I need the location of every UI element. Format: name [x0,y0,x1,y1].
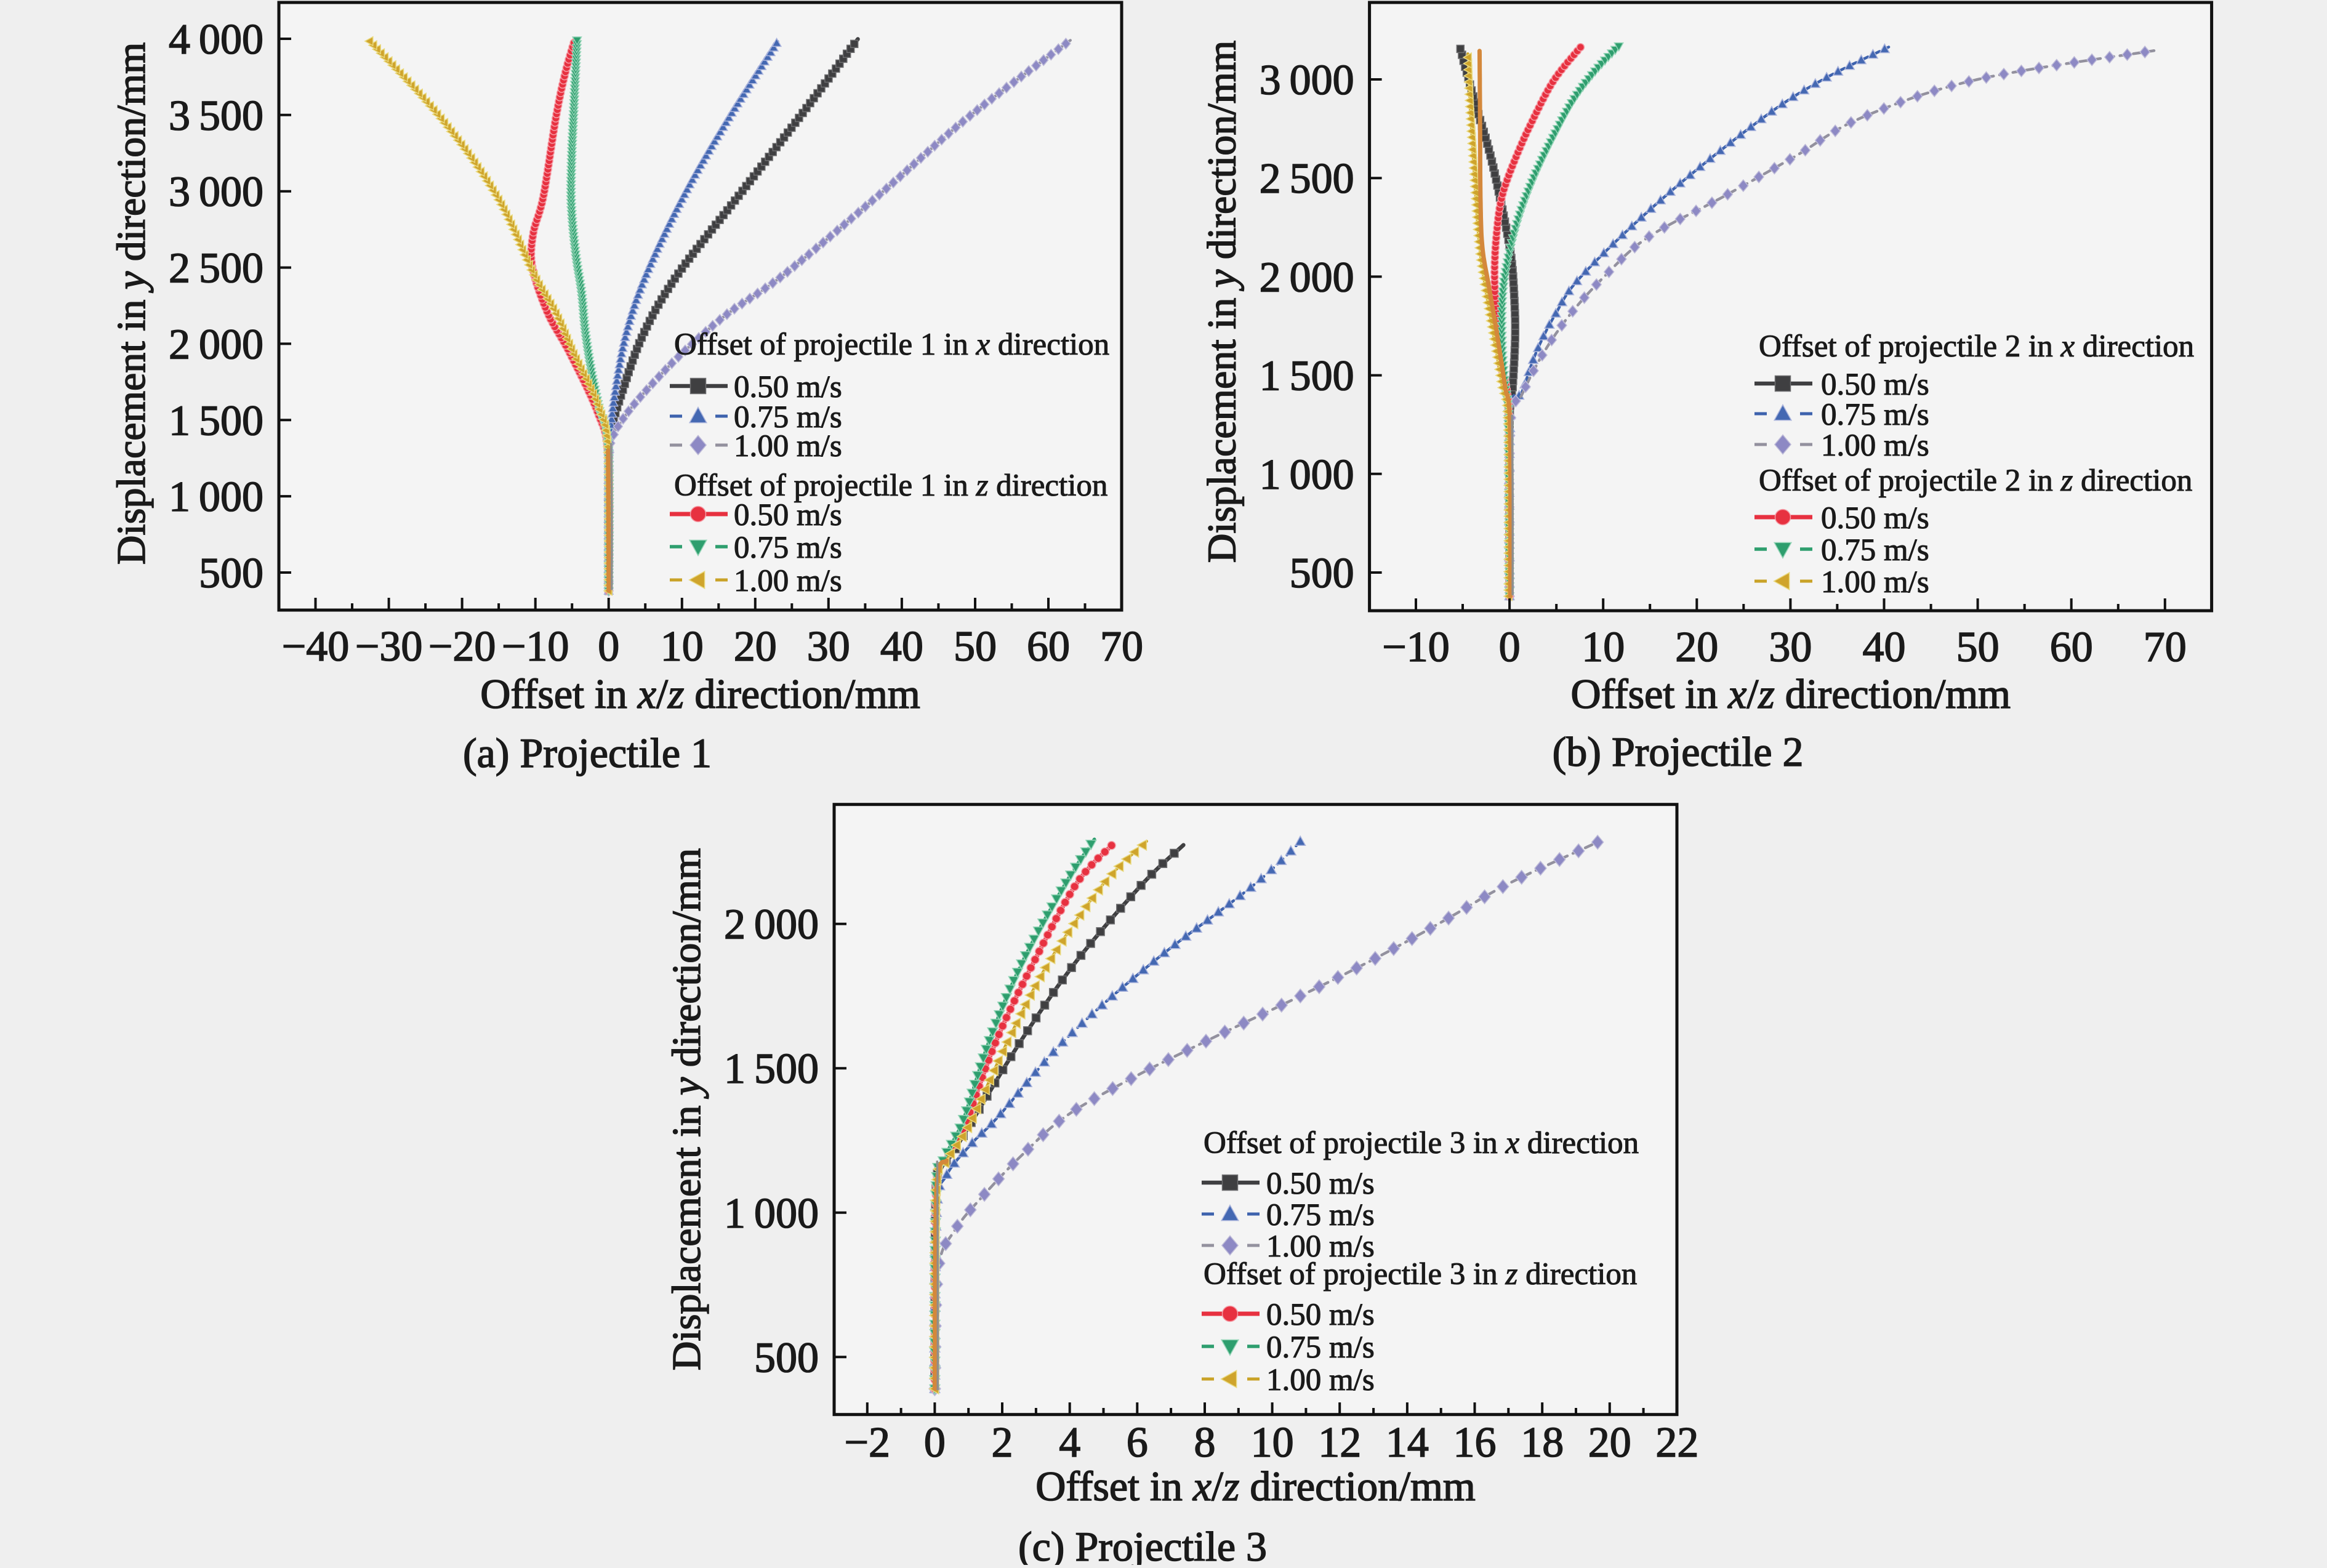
svg-text:2: 2 [992,1419,1013,1466]
svg-text:2 000: 2 000 [169,321,263,368]
svg-text:Offset of projectile 1 in x di: Offset of projectile 1 in x direction [674,328,1109,362]
svg-text:3 000: 3 000 [1260,57,1354,104]
svg-text:1 500: 1 500 [169,397,263,444]
svg-text:−40: −40 [282,623,349,670]
svg-text:1.00 m/s: 1.00 m/s [1821,428,1929,463]
svg-text:Offset of projectile 2 in x di: Offset of projectile 2 in x direction [1759,329,2194,364]
svg-text:30: 30 [807,623,850,670]
svg-text:70: 70 [1100,623,1143,670]
svg-text:0.75 m/s: 0.75 m/s [1266,1198,1375,1232]
svg-text:1 000: 1 000 [1260,451,1354,499]
svg-text:12: 12 [1318,1419,1361,1466]
svg-text:−2: −2 [845,1419,890,1466]
svg-text:0.75 m/s: 0.75 m/s [1821,398,1929,432]
svg-text:0.50 m/s: 0.50 m/s [734,498,842,533]
svg-text:8: 8 [1194,1419,1216,1466]
svg-text:−10: −10 [1382,624,1449,671]
svg-text:0: 0 [924,1419,946,1466]
svg-text:60: 60 [1027,623,1070,670]
svg-text:14: 14 [1386,1419,1429,1466]
svg-text:18: 18 [1521,1419,1564,1466]
svg-text:Offset of projectile 2 in z di: Offset of projectile 2 in z direction [1759,464,2192,498]
svg-text:500: 500 [754,1334,819,1381]
svg-text:1.00 m/s: 1.00 m/s [1821,565,1929,600]
svg-text:−20: −20 [428,623,496,670]
svg-text:1 500: 1 500 [1260,353,1354,400]
svg-text:20: 20 [1588,1419,1631,1466]
svg-text:20: 20 [734,623,777,670]
svg-text:0.50 m/s: 0.50 m/s [1821,501,1929,536]
svg-text:30: 30 [1769,624,1812,671]
svg-text:0.75 m/s: 0.75 m/s [734,400,842,435]
svg-text:3 000: 3 000 [169,169,263,216]
svg-text:Offset in x/z direction/mm: Offset in x/z direction/mm [480,670,920,717]
svg-text:2 000: 2 000 [724,901,819,949]
svg-text:4 000: 4 000 [169,16,263,63]
svg-text:16: 16 [1453,1419,1497,1466]
svg-text:22: 22 [1655,1419,1698,1466]
svg-text:−30: −30 [355,623,422,670]
svg-text:Offset of projectile 3 in z di: Offset of projectile 3 in z direction [1204,1257,1637,1292]
svg-text:Displacement in y direction/mm: Displacement in y direction/mm [1200,41,1245,563]
svg-text:20: 20 [1675,624,1718,671]
svg-text:0.50 m/s: 0.50 m/s [734,370,842,404]
svg-text:Displacement in y direction/mm: Displacement in y direction/mm [664,848,709,1371]
svg-text:−10: −10 [502,623,569,670]
svg-text:1 000: 1 000 [169,473,263,521]
svg-text:2 500: 2 500 [1260,155,1354,203]
svg-text:60: 60 [2050,624,2093,671]
svg-text:500: 500 [1290,550,1354,597]
svg-text:0.50 m/s: 0.50 m/s [1821,368,1929,402]
svg-text:Offset of projectile 3 in x di: Offset of projectile 3 in x direction [1204,1126,1639,1160]
svg-text:0.75 m/s: 0.75 m/s [734,531,842,565]
svg-text:0.50 m/s: 0.50 m/s [1266,1298,1375,1332]
svg-text:70: 70 [2144,624,2187,671]
svg-text:0.50 m/s: 0.50 m/s [1266,1167,1375,1201]
svg-text:2 500: 2 500 [169,245,263,292]
svg-text:(c) Projectile 3: (c) Projectile 3 [1018,1523,1267,1565]
svg-text:1.00 m/s: 1.00 m/s [734,564,842,598]
svg-text:1.00 m/s: 1.00 m/s [734,429,842,464]
svg-text:40: 40 [880,623,923,670]
svg-text:0: 0 [1499,624,1521,671]
svg-text:10: 10 [1581,624,1625,671]
svg-text:10: 10 [661,623,704,670]
svg-text:(a) Projectile 1: (a) Projectile 1 [463,730,712,776]
svg-text:50: 50 [1956,624,1999,671]
svg-text:1 000: 1 000 [724,1190,819,1237]
svg-text:4: 4 [1059,1419,1080,1466]
svg-text:Offset in x/z direction/mm: Offset in x/z direction/mm [1035,1463,1476,1510]
svg-text:1.00 m/s: 1.00 m/s [1266,1229,1375,1264]
svg-text:1.00 m/s: 1.00 m/s [1266,1363,1375,1397]
svg-text:50: 50 [954,623,997,670]
svg-text:500: 500 [199,550,263,597]
svg-text:3 500: 3 500 [169,92,263,140]
svg-text:40: 40 [1863,624,1906,671]
svg-text:0: 0 [598,623,619,670]
svg-text:0.75 m/s: 0.75 m/s [1266,1330,1375,1365]
svg-text:6: 6 [1127,1419,1148,1466]
svg-text:0.75 m/s: 0.75 m/s [1821,533,1929,568]
svg-text:10: 10 [1251,1419,1294,1466]
svg-text:Offset in x/z direction/mm: Offset in x/z direction/mm [1571,670,2011,717]
svg-text:2 000: 2 000 [1260,254,1354,301]
svg-text:(b) Projectile 2: (b) Projectile 2 [1553,728,1804,775]
svg-text:Offset of projectile 1 in z di: Offset of projectile 1 in z direction [674,468,1107,503]
svg-text:1 500: 1 500 [724,1045,819,1093]
svg-text:Displacement in y direction/mm: Displacement in y direction/mm [109,42,154,565]
